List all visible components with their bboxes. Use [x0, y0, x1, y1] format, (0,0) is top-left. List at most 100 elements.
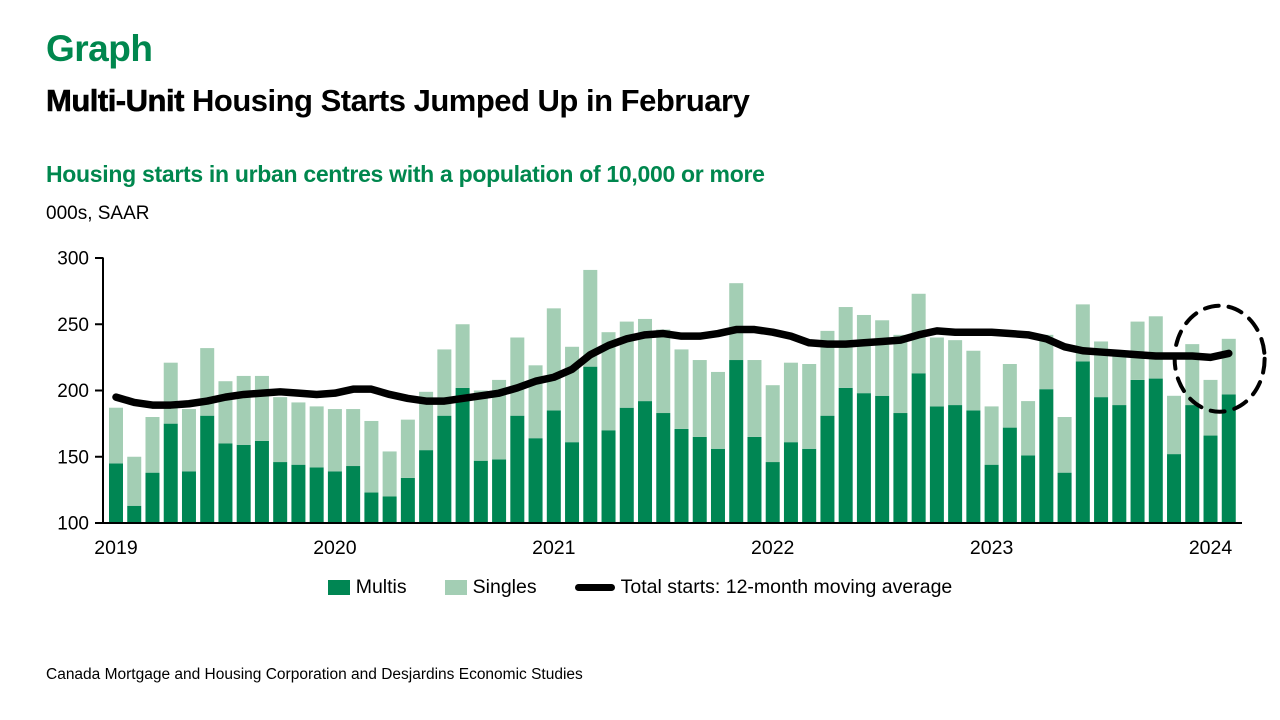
- bar-singles: [948, 340, 963, 406]
- bar-multis: [911, 373, 926, 523]
- bar-multis: [875, 395, 890, 523]
- legend-label-singles: Singles: [472, 576, 537, 598]
- bar-singles: [145, 417, 160, 473]
- singles-swatch-icon: [444, 580, 467, 595]
- chart-legend: Multis Singles Total starts: 12-month mo…: [0, 576, 1280, 599]
- bar-singles: [1021, 401, 1036, 456]
- bar-singles: [875, 320, 890, 396]
- y-tick-label: 200: [57, 381, 89, 402]
- highlight-ellipse: [1172, 303, 1267, 414]
- bar-singles: [309, 406, 324, 468]
- bar-singles: [929, 337, 944, 407]
- bar-singles: [455, 324, 470, 388]
- bar-multis: [619, 407, 634, 523]
- bar-multis: [765, 462, 780, 523]
- bar-multis: [346, 466, 361, 523]
- bar-singles: [1203, 379, 1218, 436]
- bar-singles: [546, 308, 561, 411]
- bar-singles: [109, 407, 123, 464]
- axis-units-label: 000s, SAAR: [46, 203, 150, 224]
- bar-singles: [674, 349, 689, 429]
- legend-label-moving-average: Total starts: 12-month moving average: [620, 576, 953, 598]
- bar-singles: [692, 360, 707, 437]
- chart-svg: 100 150 200 250 300 2019 2020 2021 2022 2023 2024: [57, 249, 1267, 559]
- bar-multis: [273, 462, 288, 523]
- bar-multis: [327, 471, 342, 523]
- bar-multis: [656, 413, 671, 523]
- bar-multis: [710, 448, 725, 523]
- bar-multis: [528, 438, 543, 523]
- bar-multis: [510, 415, 525, 523]
- bar-multis: [692, 436, 707, 524]
- bar-multis: [455, 387, 470, 523]
- bar-singles: [583, 269, 598, 367]
- bar-singles: [856, 314, 871, 394]
- bar-singles: [400, 419, 415, 478]
- bar-multis: [127, 505, 142, 523]
- bar-multis: [163, 423, 178, 524]
- bar-multis: [400, 477, 415, 523]
- bar-singles: [181, 409, 196, 472]
- y-tick-label: 100: [57, 514, 89, 535]
- bar-singles: [510, 337, 525, 416]
- bar-singles: [382, 451, 397, 497]
- bar-multis: [820, 415, 835, 523]
- bar-multis: [364, 492, 379, 523]
- bar-multis: [1021, 455, 1036, 523]
- bar-singles: [1002, 364, 1017, 428]
- bar-singles: [528, 365, 543, 439]
- bar-multis: [473, 460, 488, 523]
- bar-singles: [747, 360, 762, 437]
- bar-singles: [1221, 338, 1236, 395]
- y-tick-label: 250: [57, 315, 89, 336]
- bar-multis: [893, 413, 908, 523]
- bar-multis: [291, 464, 306, 523]
- bar-singles: [327, 409, 342, 472]
- bar-multis: [1167, 454, 1182, 523]
- bar-singles: [127, 456, 142, 506]
- bar-singles: [273, 397, 288, 463]
- bar-multis: [729, 360, 744, 523]
- bar-singles: [419, 391, 434, 451]
- bar-singles: [1167, 395, 1182, 455]
- bar-multis: [1185, 405, 1200, 523]
- y-tick-label: 150: [57, 447, 89, 468]
- bar-multis: [492, 459, 507, 523]
- bar-multis: [546, 410, 561, 524]
- bar-multis: [948, 405, 963, 523]
- bar-singles: [346, 409, 361, 467]
- x-tick-label: 2019: [94, 537, 137, 559]
- bar-multis: [1075, 361, 1090, 523]
- bar-multis: [382, 496, 397, 523]
- bar-singles: [984, 406, 999, 465]
- bar-singles: [1039, 334, 1054, 390]
- bar-singles: [765, 385, 780, 463]
- bar-singles: [492, 379, 507, 460]
- bar-multis: [783, 442, 798, 523]
- bar-singles: [729, 283, 744, 361]
- x-tick-label: 2024: [1189, 537, 1233, 559]
- bar-singles: [291, 402, 306, 465]
- bar-multis: [437, 415, 452, 523]
- bar-singles: [1057, 417, 1072, 473]
- bar-multis: [638, 401, 653, 523]
- bar-multis: [1002, 427, 1017, 523]
- bar-multis: [966, 410, 981, 524]
- bar-multis: [1094, 397, 1109, 524]
- x-tick-label: 2021: [532, 537, 575, 559]
- bar-multis: [181, 471, 196, 523]
- bar-multis: [1221, 394, 1236, 523]
- bar-singles: [218, 381, 233, 444]
- bar-multis: [309, 467, 324, 523]
- y-tick-label: 300: [57, 249, 89, 270]
- legend-item-multis: Multis: [327, 576, 407, 599]
- bar-singles: [783, 362, 798, 443]
- bar-singles: [638, 318, 653, 402]
- bar-multis: [419, 450, 434, 524]
- bar-singles: [236, 375, 251, 445]
- graph-kicker: Graph: [46, 28, 153, 69]
- bar-singles: [1148, 316, 1163, 379]
- title-emphasis: Multi-Unit: [46, 83, 185, 118]
- bar-multis: [1203, 435, 1218, 523]
- bar-multis: [200, 415, 215, 523]
